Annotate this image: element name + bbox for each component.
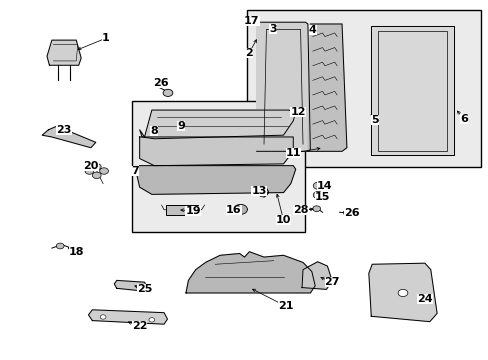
Polygon shape bbox=[140, 110, 295, 139]
Bar bbox=[377, 31, 447, 150]
Circle shape bbox=[233, 204, 247, 215]
Polygon shape bbox=[256, 22, 310, 151]
Circle shape bbox=[85, 168, 94, 174]
Text: 9: 9 bbox=[177, 121, 184, 131]
Polygon shape bbox=[140, 137, 293, 166]
Circle shape bbox=[92, 163, 101, 170]
Polygon shape bbox=[42, 126, 96, 148]
Text: 15: 15 bbox=[314, 192, 329, 202]
Circle shape bbox=[313, 182, 323, 189]
Text: 3: 3 bbox=[268, 24, 276, 34]
Text: 11: 11 bbox=[285, 148, 301, 158]
Polygon shape bbox=[307, 24, 346, 151]
Text: 19: 19 bbox=[185, 206, 201, 216]
Text: 26: 26 bbox=[153, 78, 168, 88]
Text: 6: 6 bbox=[459, 114, 467, 124]
Circle shape bbox=[100, 315, 106, 319]
Circle shape bbox=[312, 206, 320, 212]
Circle shape bbox=[163, 89, 172, 96]
Text: 2: 2 bbox=[245, 48, 253, 58]
Text: 8: 8 bbox=[150, 126, 158, 135]
Text: 27: 27 bbox=[324, 277, 339, 287]
Polygon shape bbox=[137, 166, 295, 194]
Text: 21: 21 bbox=[278, 301, 293, 311]
Text: 23: 23 bbox=[56, 125, 72, 135]
Text: 4: 4 bbox=[308, 25, 316, 35]
Text: 20: 20 bbox=[83, 161, 99, 171]
Circle shape bbox=[92, 172, 101, 179]
Text: 12: 12 bbox=[290, 107, 305, 117]
Text: 5: 5 bbox=[370, 115, 378, 125]
Text: 24: 24 bbox=[416, 294, 432, 304]
Bar bbox=[246, 10, 480, 167]
Polygon shape bbox=[302, 262, 331, 289]
Polygon shape bbox=[47, 40, 81, 65]
Text: 16: 16 bbox=[225, 206, 241, 216]
Text: 7: 7 bbox=[131, 166, 139, 176]
Text: 26: 26 bbox=[343, 208, 359, 218]
Text: 17: 17 bbox=[244, 17, 259, 27]
Text: 13: 13 bbox=[251, 186, 266, 197]
Circle shape bbox=[149, 318, 155, 322]
Text: 1: 1 bbox=[102, 33, 109, 43]
Text: 14: 14 bbox=[317, 181, 332, 192]
Bar bbox=[166, 205, 198, 215]
Text: 10: 10 bbox=[275, 215, 290, 225]
Polygon shape bbox=[114, 280, 147, 291]
Text: 22: 22 bbox=[132, 321, 147, 331]
Circle shape bbox=[100, 168, 108, 174]
Circle shape bbox=[397, 289, 407, 297]
Circle shape bbox=[343, 209, 352, 216]
Polygon shape bbox=[88, 310, 167, 324]
Circle shape bbox=[258, 190, 267, 197]
Circle shape bbox=[56, 243, 64, 249]
Polygon shape bbox=[370, 26, 453, 155]
Bar bbox=[132, 101, 305, 232]
Polygon shape bbox=[368, 263, 436, 321]
Text: 18: 18 bbox=[68, 247, 84, 257]
Text: 28: 28 bbox=[293, 206, 308, 216]
Circle shape bbox=[313, 192, 323, 199]
Text: 25: 25 bbox=[137, 284, 152, 294]
Polygon shape bbox=[185, 252, 315, 293]
